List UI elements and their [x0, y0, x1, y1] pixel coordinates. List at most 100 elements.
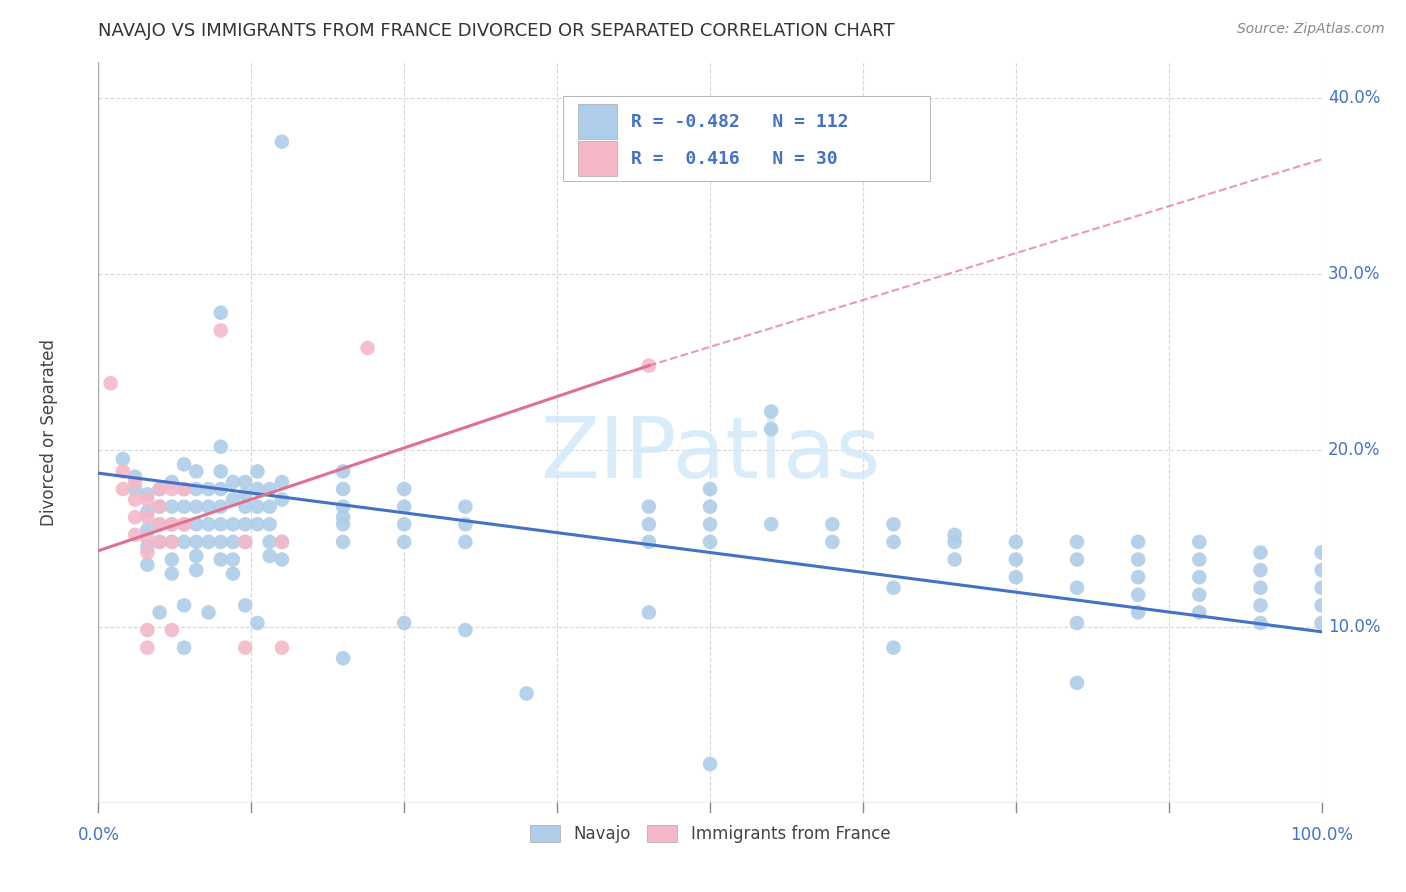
Point [454, 517, 477, 532]
Point [392, 615, 416, 630]
Point [821, 517, 844, 532]
Point [233, 599, 256, 613]
Point [515, 686, 537, 700]
Point [1188, 535, 1211, 549]
Point [173, 500, 195, 514]
Point [1128, 606, 1150, 620]
Point [173, 517, 195, 532]
Point [1188, 570, 1211, 584]
Point [1066, 676, 1088, 690]
Point [332, 500, 354, 514]
Point [1310, 581, 1333, 595]
Point [1066, 581, 1088, 595]
Point [160, 482, 183, 496]
Point [124, 482, 146, 496]
Point [124, 492, 146, 507]
Point [1249, 563, 1271, 577]
Point [186, 464, 208, 478]
Point [149, 535, 172, 549]
Point [124, 528, 146, 542]
Point [246, 482, 269, 496]
Point [149, 500, 172, 514]
Point [124, 475, 146, 489]
Point [392, 517, 416, 532]
Point [222, 475, 245, 489]
Point [259, 517, 281, 532]
Point [270, 640, 294, 655]
Point [136, 492, 159, 507]
Point [1004, 535, 1026, 549]
Point [1249, 615, 1271, 630]
Point [186, 549, 208, 563]
Text: 30.0%: 30.0% [1327, 265, 1381, 283]
Point [160, 535, 183, 549]
Point [209, 323, 232, 337]
Point [259, 535, 281, 549]
Point [270, 475, 294, 489]
Point [1004, 552, 1026, 566]
Point [259, 500, 281, 514]
Point [136, 505, 159, 519]
Point [149, 482, 172, 496]
Point [186, 535, 208, 549]
Point [149, 482, 172, 496]
Point [186, 563, 208, 577]
Point [1188, 606, 1211, 620]
Point [111, 464, 134, 478]
Point [637, 517, 661, 532]
Point [222, 492, 245, 507]
Text: 20.0%: 20.0% [1327, 442, 1381, 459]
Point [149, 517, 172, 532]
Point [160, 566, 183, 581]
Point [1066, 615, 1088, 630]
Point [332, 482, 354, 496]
Point [149, 500, 172, 514]
Text: 100.0%: 100.0% [1291, 827, 1353, 845]
Point [233, 640, 256, 655]
Point [246, 615, 269, 630]
Point [454, 535, 477, 549]
Point [173, 640, 195, 655]
Point [173, 517, 195, 532]
Point [100, 376, 122, 391]
FancyBboxPatch shape [578, 103, 617, 139]
Point [233, 500, 256, 514]
Point [392, 500, 416, 514]
Point [356, 341, 378, 355]
Point [136, 523, 159, 537]
Point [699, 535, 721, 549]
Point [270, 135, 294, 149]
Point [246, 464, 269, 478]
Point [821, 535, 844, 549]
Point [1310, 615, 1333, 630]
Point [209, 482, 232, 496]
Point [761, 517, 783, 532]
Point [124, 469, 146, 483]
Point [136, 510, 159, 524]
Point [699, 517, 721, 532]
Point [1128, 570, 1150, 584]
Point [637, 359, 661, 373]
Point [454, 500, 477, 514]
Point [1310, 563, 1333, 577]
Text: 40.0%: 40.0% [1327, 88, 1381, 107]
Point [883, 535, 905, 549]
Point [392, 535, 416, 549]
Point [136, 545, 159, 559]
Point [761, 404, 783, 418]
Point [209, 552, 232, 566]
Point [233, 535, 256, 549]
Point [136, 540, 159, 554]
Point [392, 482, 416, 496]
Point [173, 482, 195, 496]
Point [197, 482, 219, 496]
Point [699, 482, 721, 496]
Point [454, 623, 477, 637]
Point [637, 535, 661, 549]
Text: NAVAJO VS IMMIGRANTS FROM FRANCE DIVORCED OR SEPARATED CORRELATION CHART: NAVAJO VS IMMIGRANTS FROM FRANCE DIVORCE… [98, 22, 896, 40]
Point [332, 651, 354, 665]
Point [1249, 599, 1271, 613]
Point [209, 440, 232, 454]
Point [637, 606, 661, 620]
Point [270, 535, 294, 549]
